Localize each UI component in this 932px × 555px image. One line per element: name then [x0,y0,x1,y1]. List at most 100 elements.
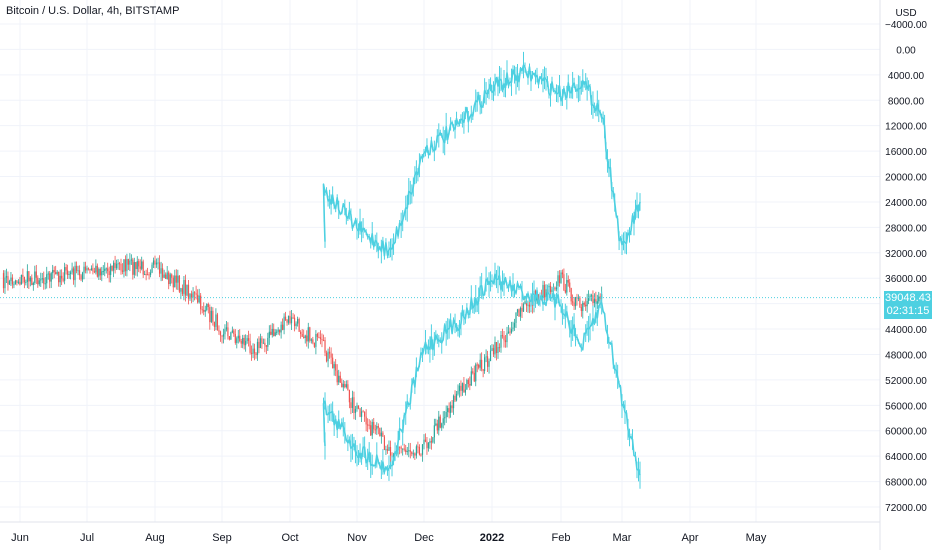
candle-body [187,284,190,299]
candle-body [573,302,575,307]
candle-body [579,297,581,308]
candle-body [512,327,514,330]
candle-body [304,335,306,338]
candle-body [37,277,39,285]
candle-body [61,275,63,279]
candle-body [470,371,472,386]
candle-body [138,261,140,267]
candle-body [359,408,361,417]
candle-body [38,280,40,285]
candle-body [169,274,171,285]
candle-body [105,268,107,270]
x-tick-label: May [746,532,767,544]
candle-body [209,307,211,323]
candle-body [152,260,155,265]
candle-body [574,297,577,307]
candle-body [590,295,593,297]
candle-body [166,272,168,279]
candle-body [55,272,57,275]
candle-body [222,334,225,337]
candle-body [572,301,574,303]
candle-body [478,364,480,368]
candle-body [56,271,58,275]
candle-body [283,316,285,330]
candle-body [306,335,308,342]
candle-body [89,269,91,271]
candle-body [268,331,270,338]
candle-body [506,333,508,343]
candle-body [32,282,34,286]
candle-body [341,382,343,388]
candle-body [4,277,6,289]
candle-body [522,303,525,312]
candle-body [316,333,319,337]
candle-body [427,443,430,449]
last-price-countdown: 02:31:15 [886,304,930,317]
candle-body [365,416,367,425]
candle-body [271,328,273,335]
candle-body [319,337,322,340]
candle-body [518,309,520,317]
candle-body [342,383,344,388]
candle-body [219,331,222,336]
candle-body [234,334,236,343]
candle-body [498,347,501,349]
candle-body [113,262,115,271]
candle-body [133,262,135,275]
candle-body [543,284,546,298]
candle-body [492,348,495,355]
candle-body [374,429,376,431]
candle-body [130,259,132,261]
candle-body [52,269,54,274]
candle-body [426,441,428,449]
candle-body [144,274,146,276]
candle-body [339,375,341,383]
candle-body [555,287,558,290]
candle-body [227,327,229,337]
candle-body [258,341,260,349]
candle-body [373,421,375,430]
candle-body [43,278,45,284]
candle-body [455,393,458,401]
candle-body [59,275,61,283]
candle-body [402,448,404,450]
candle-body [593,299,596,304]
candle-body [558,275,561,283]
candle-body [345,384,347,388]
candle-body [46,274,48,284]
candle-body [16,280,18,283]
candle-body [44,283,46,285]
candle-body [186,284,188,296]
candle-body [259,338,262,349]
y-tick-label: 64000.00 [885,452,927,463]
candle-body [62,278,64,281]
candle-body [265,345,267,347]
candle-body [200,295,202,310]
candle-body [127,259,129,265]
candle-body [412,453,414,455]
candle-body [510,329,513,333]
candle-body [293,317,296,327]
candle-body [65,267,67,271]
candle-body [273,328,275,336]
candle-body [524,301,526,304]
candle-body [135,262,137,270]
candle-body [335,364,337,371]
candle-body [298,319,300,332]
candle-body [420,454,422,456]
y-tick-label: 4000.00 [888,71,925,82]
candle-body [115,263,118,269]
x-tick-label: Nov [347,532,367,544]
candle-body [253,348,256,354]
candle-body [513,322,516,328]
candle-body [473,372,475,382]
x-tick-label: 2022 [480,532,504,544]
candle-body [338,375,340,383]
candle-body [172,277,174,288]
candle-body [20,274,22,285]
candle-body [327,351,329,362]
candle-body [151,264,153,273]
candle-body [98,268,100,277]
